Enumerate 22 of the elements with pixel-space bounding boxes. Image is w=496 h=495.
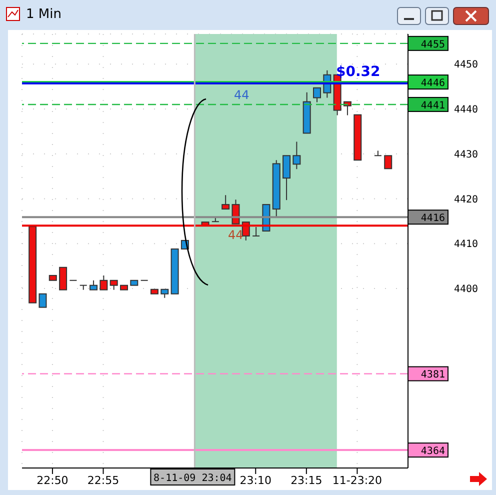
ref-line-label: 4416 (420, 213, 445, 224)
x-tick-label: 22:50 (36, 474, 68, 487)
ref-line-label: 4455 (420, 39, 445, 50)
annotation: 44 (234, 88, 250, 102)
x-tick-label: 22:55 (87, 474, 120, 487)
x-tick-label: 23:10 (240, 474, 272, 487)
ref-line-label: 4446 (420, 78, 445, 90)
ref-line-label: 4441 (420, 100, 445, 112)
ref-line-label: 8-11-09 23:04 (154, 473, 232, 484)
ref-line-label: 4381 (420, 370, 445, 381)
annotation: 44 (228, 228, 244, 242)
y-tick-label: 4430 (454, 149, 478, 160)
y-tick-label: 4450 (454, 60, 478, 71)
ref-line-label: 4364 (420, 446, 445, 458)
chart-title: 1 Min (26, 6, 62, 22)
x-tick-label: 23:15 (290, 474, 322, 487)
y-tick-label: 4420 (454, 194, 478, 206)
annotation: $0.32 (336, 64, 380, 80)
y-tick-label: 4410 (454, 239, 478, 250)
y-tick-label: 4400 (454, 284, 478, 296)
y-tick-label: 4440 (454, 104, 478, 116)
x-tick-label: 11-23:20 (332, 474, 382, 487)
